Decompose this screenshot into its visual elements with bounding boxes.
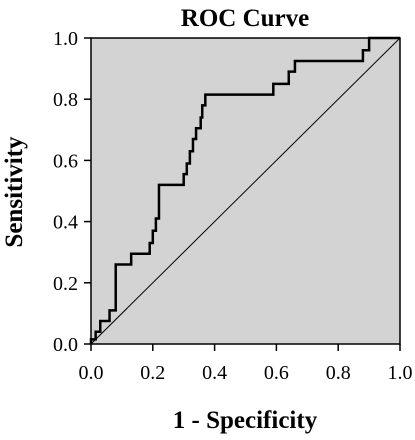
y-tick-label: 1.0	[53, 28, 78, 50]
reference-diagonal-line	[90, 37, 401, 345]
y-tick-label: 0.8	[53, 89, 78, 111]
x-tick-label: 0.8	[326, 362, 351, 384]
y-tick-label: 0.6	[53, 150, 78, 172]
y-axis-label: Sensitivity	[1, 136, 28, 248]
roc-curve-line	[89, 36, 400, 344]
chart-title: ROC Curve	[181, 5, 309, 32]
x-tick-label: 0.2	[140, 362, 165, 384]
x-axis-label: 1 - Specificity	[173, 407, 318, 434]
x-axis: 0.0 0.2 0.4 0.6 0.8 1.0	[79, 344, 413, 384]
x-tick-label: 0.6	[264, 362, 289, 384]
y-tick-label: 0.2	[53, 273, 78, 295]
x-tick-label: 0.4	[202, 362, 227, 384]
reference-line-group	[90, 37, 401, 345]
y-axis: 0.0 0.2 0.4 0.6 0.8 1.0	[53, 28, 91, 356]
y-tick-label: 0.4	[53, 212, 78, 234]
x-tick-label: 1.0	[388, 362, 413, 384]
plot-frame	[90, 37, 401, 345]
x-tick-label: 0.0	[79, 362, 104, 384]
y-tick-label: 0.0	[53, 334, 78, 356]
roc-curve-group	[89, 36, 400, 344]
